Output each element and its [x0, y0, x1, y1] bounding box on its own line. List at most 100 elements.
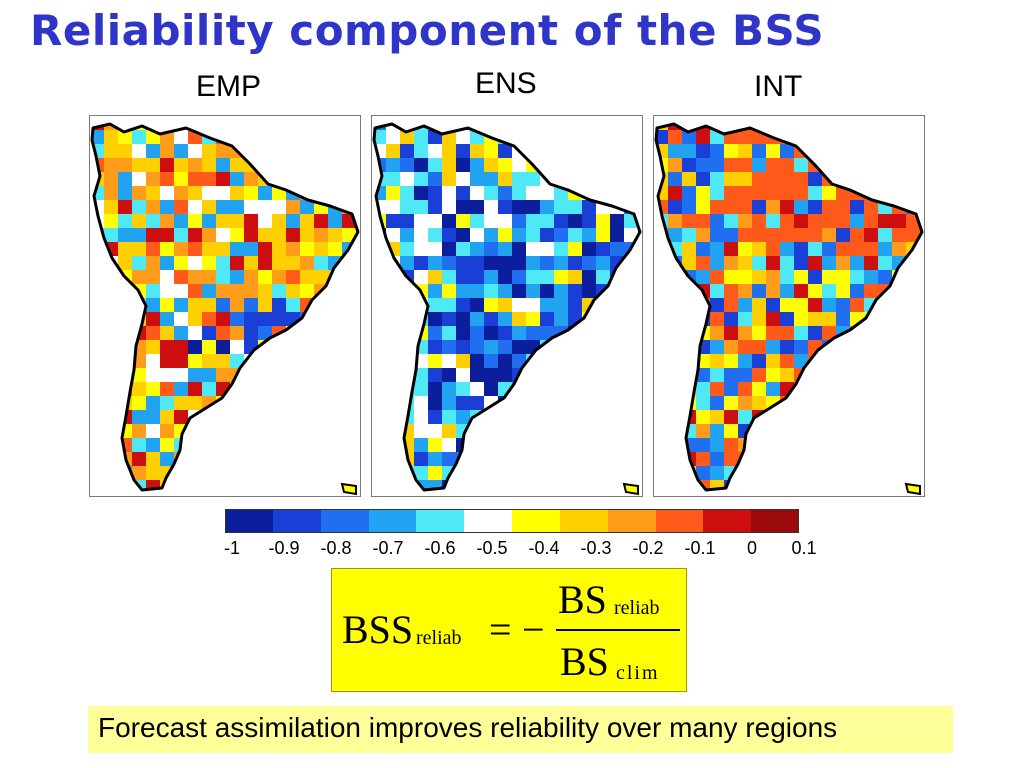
- map-cell: [878, 382, 892, 396]
- map-cell: [202, 438, 216, 452]
- map-cell: [386, 228, 400, 242]
- map-cell: [258, 424, 272, 438]
- map-cell: [668, 298, 682, 312]
- map-cell: [540, 368, 554, 382]
- map-cell: [738, 256, 752, 270]
- map-cell: [568, 172, 582, 186]
- map-cell: [752, 396, 766, 410]
- map-cell: [230, 172, 244, 186]
- map-cell: [610, 130, 624, 144]
- map-cell: [624, 228, 638, 242]
- map-cell: [638, 312, 640, 326]
- map-cell: [554, 172, 568, 186]
- map-cell: [442, 284, 456, 298]
- map-cell: [724, 214, 738, 228]
- map-cell: [470, 228, 484, 242]
- map-cell: [272, 270, 286, 284]
- map-cell: [682, 256, 696, 270]
- map-cell: [118, 340, 132, 354]
- map-cell: [456, 466, 470, 480]
- map-cell: [596, 354, 610, 368]
- map-cell: [272, 214, 286, 228]
- map-cell: [132, 256, 146, 270]
- map-cell: [188, 424, 202, 438]
- map-cell: [864, 284, 878, 298]
- map-cell: [272, 312, 286, 326]
- map-cell: [314, 124, 328, 130]
- map-cell: [374, 298, 386, 312]
- map-cell: [118, 200, 132, 214]
- map-cell: [724, 354, 738, 368]
- map-cell: [568, 410, 582, 424]
- map-cell: [414, 466, 428, 480]
- map-cell: [386, 424, 400, 438]
- map-cell: [258, 494, 272, 496]
- map-cell: [864, 438, 878, 452]
- colorbar-tick-label: -0.6: [424, 538, 456, 558]
- map-cell: [568, 480, 582, 490]
- map-cell: [244, 270, 258, 284]
- map-cell: [92, 382, 104, 396]
- map-cell: [892, 354, 906, 368]
- map-cell: [132, 368, 146, 382]
- map-cell: [498, 494, 512, 496]
- map-cell: [836, 466, 850, 480]
- map-cell: [286, 480, 300, 490]
- map-cell: [512, 480, 526, 490]
- map-cell: [202, 354, 216, 368]
- map-cell: [864, 396, 878, 410]
- map-cell: [328, 424, 342, 438]
- map-cell: [414, 214, 428, 228]
- map-cell: [540, 256, 554, 270]
- map-cell: [850, 214, 864, 228]
- island: [622, 482, 639, 496]
- map-cell: [202, 256, 216, 270]
- map-cell: [568, 256, 582, 270]
- map-cell: [118, 312, 132, 326]
- map-cell: [554, 410, 568, 424]
- map-cell: [374, 130, 386, 144]
- map-cell: [202, 298, 216, 312]
- map-cell: [188, 158, 202, 172]
- map-cell: [794, 354, 808, 368]
- map-cell: [710, 284, 724, 298]
- colorbar-swatch: [655, 509, 704, 533]
- map-cell: [766, 382, 780, 396]
- map-cell: [892, 186, 906, 200]
- map-cell: [920, 368, 922, 382]
- map-cell: [258, 438, 272, 452]
- map-cell: [512, 256, 526, 270]
- map-cell: [300, 438, 314, 452]
- map-cell: [132, 130, 146, 144]
- map-cell: [342, 424, 356, 438]
- map-cell: [498, 424, 512, 438]
- coastline: [90, 122, 360, 492]
- map-cell: [132, 438, 146, 452]
- map-cell: [822, 214, 836, 228]
- map-cell: [160, 354, 174, 368]
- map-cell: [752, 326, 766, 340]
- map-cell: [892, 144, 906, 158]
- map-cell: [92, 298, 104, 312]
- map-ens: [372, 122, 642, 496]
- map-cell: [724, 396, 738, 410]
- map-cell: [836, 172, 850, 186]
- map-cell: [794, 228, 808, 242]
- map-cell: [682, 312, 696, 326]
- map-cell: [374, 396, 386, 410]
- map-cell: [230, 466, 244, 480]
- map-cell: [596, 326, 610, 340]
- map-cell: [906, 186, 920, 200]
- map-cell: [920, 326, 922, 340]
- map-cell: [892, 228, 906, 242]
- map-cell: [414, 270, 428, 284]
- map-cell: [554, 354, 568, 368]
- map-cell: [624, 410, 638, 424]
- map-cell: [244, 228, 258, 242]
- map-cell: [188, 368, 202, 382]
- map-cell: [710, 396, 724, 410]
- map-cell: [638, 452, 640, 466]
- map-cell: [554, 158, 568, 172]
- map-cell: [596, 410, 610, 424]
- map-cell: [836, 242, 850, 256]
